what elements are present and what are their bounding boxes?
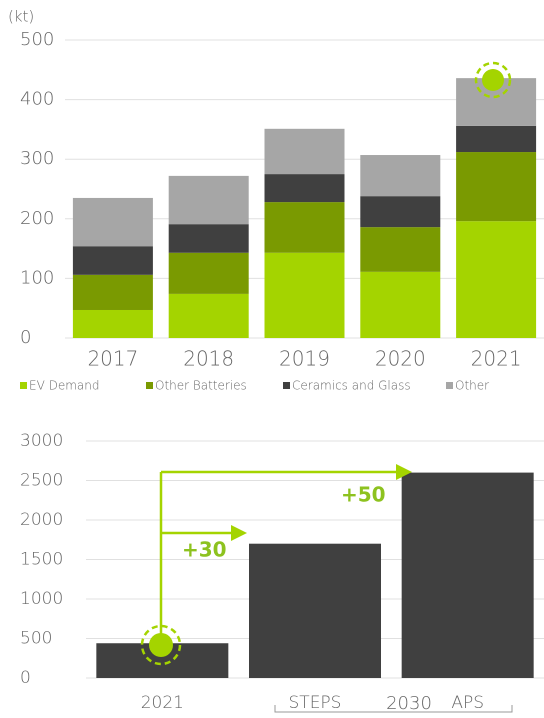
y-tick-label: 500 bbox=[20, 629, 52, 649]
bar-segment bbox=[360, 227, 441, 272]
bar-segment bbox=[72, 197, 153, 247]
y-tick-label: 1500 bbox=[20, 550, 63, 570]
group-bracket bbox=[274, 705, 513, 713]
x-tick-label: 2021 bbox=[471, 347, 522, 371]
bar bbox=[249, 543, 381, 678]
y-tick-label: 300 bbox=[20, 148, 54, 169]
x-tick-label: 2019 bbox=[279, 347, 330, 371]
y-tick-label: 100 bbox=[20, 267, 54, 288]
bar-segment bbox=[72, 274, 153, 310]
legend-swatch bbox=[446, 382, 453, 389]
y-tick-label: 500 bbox=[20, 29, 54, 50]
y-axis-label: (kt) bbox=[8, 8, 34, 26]
y-tick-label: 400 bbox=[20, 89, 54, 110]
y-tick-label: 2500 bbox=[20, 471, 63, 491]
bar-segment bbox=[264, 174, 345, 203]
x-tick-label: APS bbox=[451, 693, 484, 713]
x-tick-label: 2017 bbox=[87, 347, 138, 371]
y-tick-label: 0 bbox=[20, 327, 31, 348]
legend-swatch bbox=[20, 382, 27, 389]
y-tick-label: 2000 bbox=[20, 510, 63, 530]
bar bbox=[401, 472, 534, 678]
group-label: 2030 bbox=[386, 693, 432, 714]
bar-segment bbox=[168, 252, 249, 294]
bar-segment bbox=[456, 152, 537, 222]
bar-segment bbox=[72, 309, 153, 338]
bar-segment bbox=[264, 252, 345, 338]
stacked-chart: 0 100 200 300 400 500 2017 2018 2019 2020 2021 EV D… bbox=[20, 29, 544, 393]
bar-segment bbox=[168, 175, 249, 225]
arrows bbox=[159, 464, 412, 645]
highlight-ring bbox=[140, 624, 182, 666]
bar-segment bbox=[264, 202, 345, 253]
x-tick-label: STEPS bbox=[289, 693, 342, 713]
bar-segment bbox=[168, 293, 249, 338]
legend-label: Other Batteries bbox=[155, 379, 247, 393]
bar-segment bbox=[72, 246, 153, 275]
bar-segment bbox=[360, 196, 441, 228]
bar-chart: 0 500 1000 1500 2000 2500 3000 2021 STEPS APS bbox=[20, 431, 544, 713]
legend-swatch bbox=[146, 382, 153, 389]
annotation: +30 bbox=[182, 538, 227, 562]
legend-label: Other bbox=[455, 379, 489, 393]
x-tick-label: 2018 bbox=[183, 347, 234, 371]
y-tick-label: 1000 bbox=[20, 589, 63, 609]
y-tick-label: 0 bbox=[20, 668, 31, 688]
bar-segment bbox=[168, 224, 249, 253]
annotation: +50 bbox=[341, 483, 386, 507]
bar-segment bbox=[264, 128, 345, 175]
legend-label: EV Demand bbox=[29, 379, 100, 393]
highlight-dot bbox=[149, 633, 173, 657]
x-tick-label: 2020 bbox=[375, 347, 426, 371]
legend-swatch bbox=[283, 382, 290, 389]
y-tick-label: 3000 bbox=[20, 431, 63, 451]
y-tick-label: 200 bbox=[20, 208, 54, 229]
highlight-dot bbox=[482, 69, 504, 91]
x-tick-label: 2021 bbox=[141, 693, 184, 713]
highlight-ring bbox=[474, 61, 512, 99]
bar-segment bbox=[456, 221, 537, 338]
bar-segment bbox=[360, 271, 441, 338]
bar-segment bbox=[456, 125, 537, 153]
bar-segment bbox=[360, 155, 441, 197]
legend-label: Ceramics and Glass bbox=[292, 379, 411, 393]
